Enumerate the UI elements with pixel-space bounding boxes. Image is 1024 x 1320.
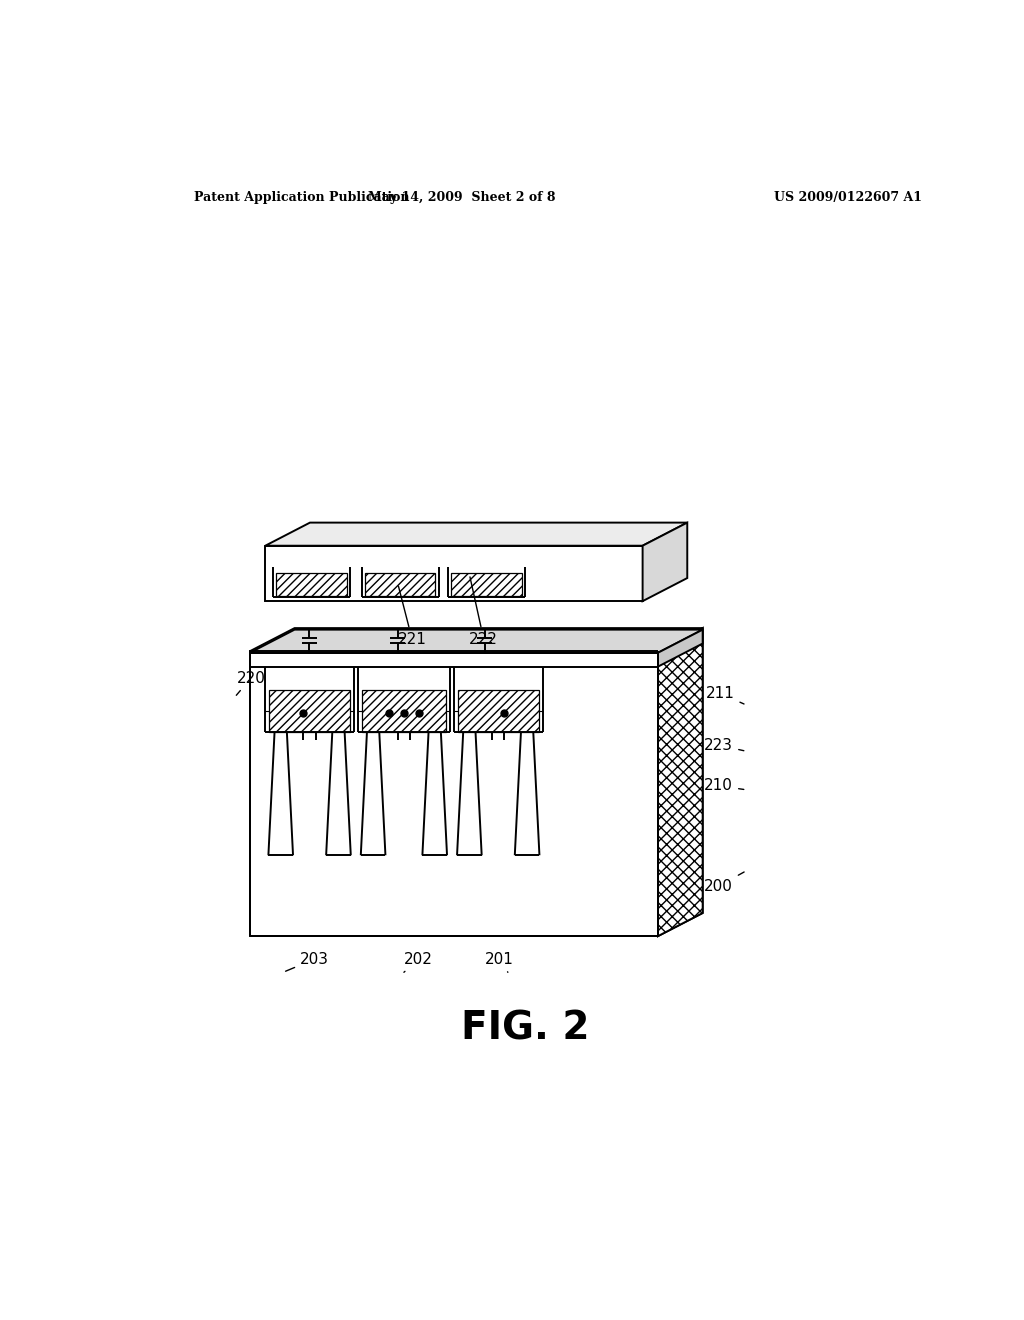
Polygon shape	[643, 523, 687, 601]
Polygon shape	[658, 628, 702, 936]
Text: US 2009/0122607 A1: US 2009/0122607 A1	[773, 191, 922, 203]
Text: 221: 221	[397, 586, 427, 647]
Bar	[361, 689, 446, 733]
Text: 201: 201	[484, 952, 514, 973]
Text: 220: 220	[237, 671, 265, 696]
Bar	[451, 573, 521, 595]
Bar	[250, 653, 658, 667]
Polygon shape	[658, 630, 702, 667]
Text: 202: 202	[403, 952, 433, 973]
Polygon shape	[250, 628, 702, 651]
Bar	[365, 573, 435, 595]
Bar	[250, 651, 658, 936]
Polygon shape	[250, 630, 702, 653]
Polygon shape	[265, 523, 687, 545]
Text: 210: 210	[705, 779, 743, 793]
Text: 223: 223	[705, 738, 743, 752]
Polygon shape	[658, 628, 702, 936]
Bar	[269, 689, 350, 733]
Text: 203: 203	[286, 952, 329, 972]
Text: Patent Application Publication: Patent Application Publication	[194, 191, 410, 203]
Bar	[265, 545, 643, 601]
Bar	[458, 689, 539, 733]
Bar	[276, 573, 347, 595]
Text: FIG. 2: FIG. 2	[461, 1010, 589, 1047]
Text: 200: 200	[705, 873, 744, 894]
Text: 211: 211	[706, 686, 744, 704]
Text: 222: 222	[469, 577, 499, 647]
Text: May 14, 2009  Sheet 2 of 8: May 14, 2009 Sheet 2 of 8	[368, 191, 555, 203]
